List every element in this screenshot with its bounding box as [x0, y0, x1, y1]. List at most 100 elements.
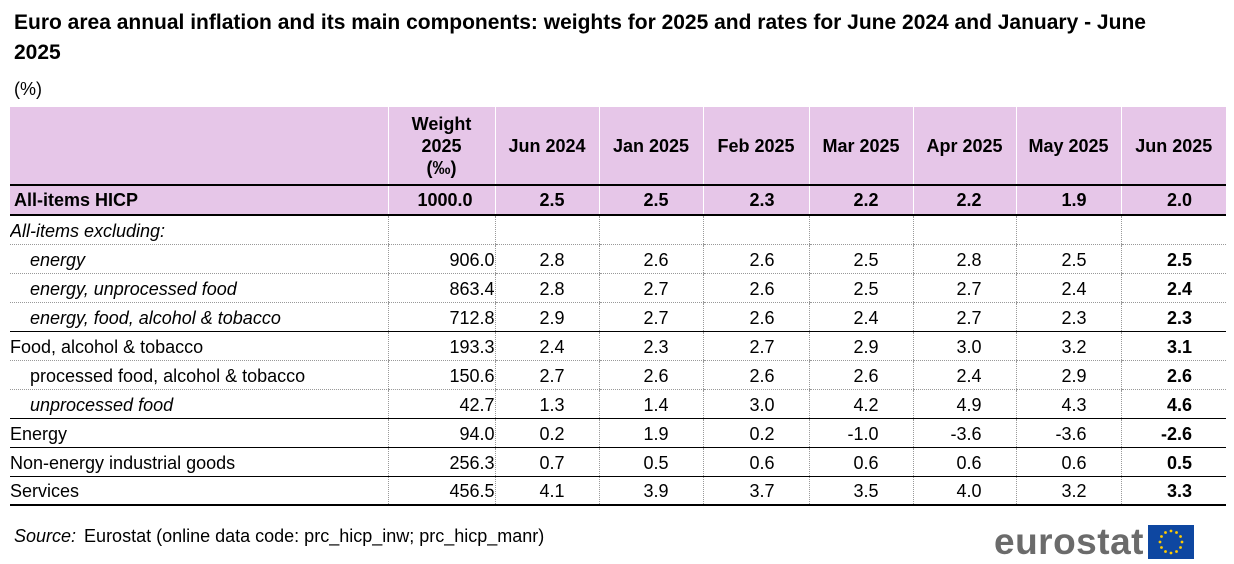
rate-cell: 0.2	[702, 418, 809, 448]
rate-cell: 3.2	[1015, 331, 1121, 361]
header-apr-2025: Apr 2025	[912, 107, 1016, 185]
rate-cell: 4.6	[1120, 389, 1226, 419]
table-row: Non-energy industrial goods 256.3 0.7 0.5 0.…	[10, 447, 1226, 477]
rate-cell: 2.9	[494, 302, 599, 332]
rate-cell: 2.4	[1120, 273, 1226, 303]
rate-cell: 2.8	[494, 244, 599, 274]
rate-cell: 1.9	[1015, 185, 1121, 215]
rate-cell: -1.0	[808, 418, 913, 448]
weight-cell: 256.3	[387, 447, 495, 477]
rate-cell: 4.3	[1015, 389, 1121, 419]
flag-star	[1164, 531, 1167, 534]
rate-cell: 2.8	[912, 244, 1016, 274]
weight-cell: 42.7	[387, 389, 495, 419]
row-label: All-items HICP	[14, 189, 139, 210]
rate-cell: -3.6	[1015, 418, 1121, 448]
table-row: Energy 94.0 0.2 1.9 0.2 -1.0 -3.6 -3.6 -2.6	[10, 418, 1226, 448]
rate-cell: 0.5	[1120, 447, 1226, 477]
rate-cell: 2.6	[808, 360, 913, 390]
row-label: Non-energy industrial goods	[10, 447, 388, 477]
flag-star	[1160, 546, 1163, 549]
rate-cell	[912, 215, 1016, 245]
table-body: All-items HICP 1000.0 2.5 2.5 2.3 2.2 2.2 1.9 2.…	[10, 185, 1226, 506]
rate-cell	[1015, 215, 1121, 245]
rate-cell: 2.9	[808, 331, 913, 361]
header-weight-line2: 2025	[421, 135, 462, 156]
rate-cell: 3.3	[1120, 476, 1226, 506]
rate-cell: 2.6	[702, 360, 809, 390]
rate-cell	[1120, 215, 1226, 245]
rate-cell	[702, 215, 809, 245]
rate-cell: 2.3	[1015, 302, 1121, 332]
header-jun-2025: Jun 2025	[1120, 107, 1226, 185]
rate-cell: 2.4	[912, 360, 1016, 390]
rate-cell: 2.4	[1015, 273, 1121, 303]
unit-label: (%)	[14, 79, 42, 99]
header-may-2025: May 2025	[1015, 107, 1121, 185]
weight-cell: 863.4	[387, 273, 495, 303]
rate-cell: 2.0	[1120, 185, 1226, 215]
rate-cell: 2.6	[598, 360, 703, 390]
rate-cell: 3.0	[912, 331, 1016, 361]
row-label: energy, food, alcohol & tobacco	[10, 302, 388, 332]
weight-cell: 906.0	[387, 244, 495, 274]
weight-cell: 1000.0	[387, 185, 495, 215]
rate-cell: 2.2	[808, 185, 913, 215]
flag-star	[1169, 529, 1173, 533]
rate-cell: 4.1	[494, 476, 599, 506]
rate-cell: 2.5	[494, 185, 599, 215]
table-row: Services 456.5 4.1 3.9 3.7 3.5 4.0 3.2 3.3	[10, 476, 1226, 506]
rate-cell: 0.2	[494, 418, 599, 448]
rate-cell: 3.0	[702, 389, 809, 419]
rate-cell: 2.5	[808, 244, 913, 274]
table-row: processed food, alcohol & tobacco 150.6 2.…	[10, 360, 1226, 390]
rate-cell: 2.6	[1120, 360, 1226, 390]
rate-cell: 2.7	[494, 360, 599, 390]
rate-cell: 2.8	[494, 273, 599, 303]
rate-cell: 0.6	[1015, 447, 1121, 477]
rate-cell: 2.7	[598, 302, 703, 332]
flag-star	[1180, 540, 1184, 544]
flag-star	[1169, 551, 1173, 555]
rate-cell: 2.3	[702, 185, 809, 215]
header-mar-2025: Mar 2025	[808, 107, 913, 185]
rate-cell: 2.5	[1120, 244, 1226, 274]
rate-cell	[808, 215, 913, 245]
rate-cell: 2.6	[702, 302, 809, 332]
table-row: All-items excluding:	[10, 215, 1226, 245]
table-row: All-items HICP 1000.0 2.5 2.5 2.3 2.2 2.2 1.9 2.…	[10, 185, 1226, 215]
header-jan-2025: Jan 2025	[598, 107, 703, 185]
row-label: energy	[10, 244, 388, 274]
header-jun-2024: Jun 2024	[494, 107, 599, 185]
row-label: Food, alcohol & tobacco	[10, 331, 388, 361]
table-header-row: Weight 2025 (‰) Jun 2024 Jan 2025 Feb 2025…	[10, 107, 1226, 185]
rate-cell: 4.9	[912, 389, 1016, 419]
table-row: unprocessed food 42.7 1.3 1.4 3.0 4.2 4.9 4.3 4.…	[10, 389, 1226, 419]
header-weight: Weight 2025 (‰)	[387, 107, 495, 185]
row-label: unprocessed food	[10, 389, 388, 419]
source-note: Source: Eurostat (online data code: prc_h…	[14, 525, 544, 547]
rate-cell: 4.2	[808, 389, 913, 419]
row-label: Services	[10, 476, 388, 506]
rate-cell: 2.7	[702, 331, 809, 361]
rate-cell: 2.5	[808, 273, 913, 303]
rate-cell: 0.6	[808, 447, 913, 477]
rate-cell: 0.6	[702, 447, 809, 477]
eurostat-logo-text: eurostat	[994, 521, 1144, 562]
flag-star	[1179, 535, 1182, 538]
inflation-table: Weight 2025 (‰) Jun 2024 Jan 2025 Feb 2025…	[10, 107, 1226, 506]
flag-star	[1158, 540, 1162, 544]
rate-cell: 2.9	[1015, 360, 1121, 390]
rate-cell: 2.4	[494, 331, 599, 361]
weight-cell: 712.8	[387, 302, 495, 332]
rate-cell: 0.5	[598, 447, 703, 477]
rate-cell: 3.7	[702, 476, 809, 506]
eu-flag-icon	[1147, 525, 1194, 559]
header-feb-2025: Feb 2025	[702, 107, 809, 185]
rate-cell: 3.5	[808, 476, 913, 506]
rate-cell: -2.6	[1120, 418, 1226, 448]
chart-title: Euro area annual inflation and its main …	[14, 11, 1146, 64]
rate-cell: 2.4	[808, 302, 913, 332]
rate-cell: 3.1	[1120, 331, 1226, 361]
flag-star	[1175, 531, 1178, 534]
